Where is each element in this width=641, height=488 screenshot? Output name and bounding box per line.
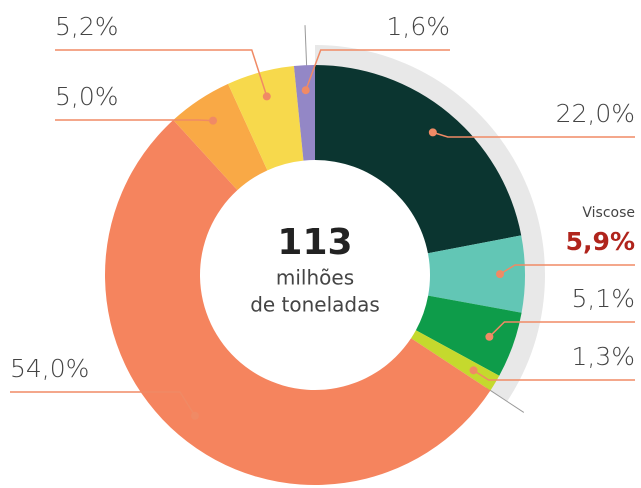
band-arc <box>315 45 545 402</box>
slice <box>415 295 522 376</box>
leader-line <box>10 391 196 417</box>
value-label: 5,0% <box>55 82 119 111</box>
leader-line <box>55 119 214 122</box>
slice <box>315 65 522 254</box>
slice <box>411 330 500 391</box>
leader-dot <box>301 86 310 95</box>
leader-dot <box>495 270 504 279</box>
leader-line <box>432 131 635 138</box>
leader-line <box>488 321 635 338</box>
slice <box>427 235 525 313</box>
labels: 22,0% 5,9% 5,1% 1,3% 54,0% 5,0% 5,2% 1,6% <box>10 12 635 420</box>
total-unit: de toneladas <box>250 293 380 317</box>
slice <box>293 65 315 161</box>
value-label: 1,6% <box>386 12 450 41</box>
value-label: 1,3% <box>571 342 635 371</box>
total-unit: milhões <box>276 266 354 290</box>
separator <box>485 387 525 413</box>
total: 113 <box>277 222 352 263</box>
leader-dot <box>485 332 494 341</box>
leader-line <box>473 369 635 381</box>
highlight-band <box>304 25 545 413</box>
slice <box>173 83 268 191</box>
value-label: 5,9% <box>566 227 635 256</box>
leader-line <box>55 49 268 97</box>
leader-dot <box>262 92 271 101</box>
leader-dot <box>190 411 199 420</box>
separator <box>304 25 308 71</box>
leader-dot <box>428 128 437 137</box>
annotation: Viscose <box>582 205 635 221</box>
value-label: 54,0% <box>10 354 89 383</box>
leader-line <box>499 264 635 275</box>
leader-line <box>305 49 450 91</box>
value-label: 5,2% <box>55 12 119 41</box>
slice <box>228 66 304 171</box>
leader-dot <box>469 366 478 375</box>
slices <box>105 65 525 485</box>
value-label: 5,1% <box>571 284 635 313</box>
leader-dot <box>209 116 218 125</box>
slice <box>105 120 491 485</box>
value-label: 22,0% <box>556 99 635 128</box>
